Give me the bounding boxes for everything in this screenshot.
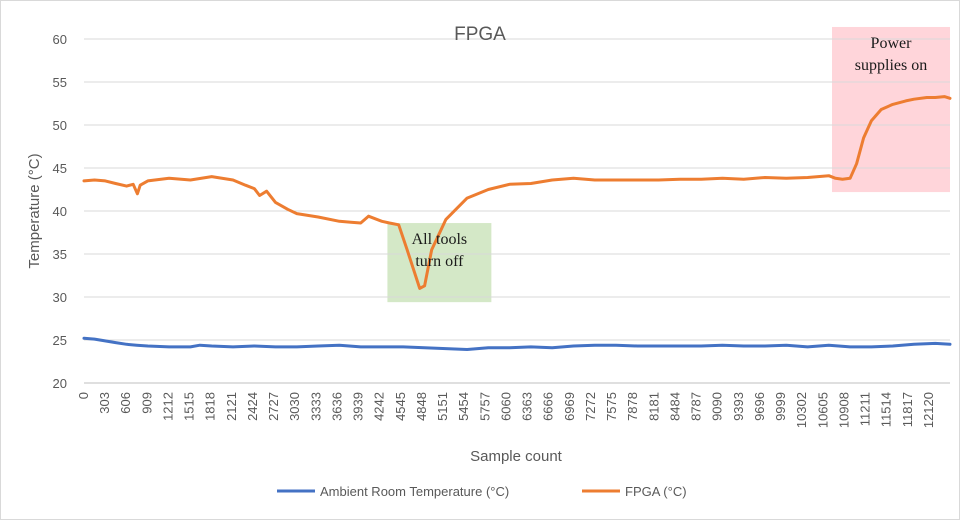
x-tick-label: 3939 xyxy=(351,392,366,421)
x-tick-label: 4848 xyxy=(414,392,429,421)
x-tick-label: 8484 xyxy=(667,392,682,421)
annotation-labels: All tools turn off Power supplies on xyxy=(412,35,928,270)
x-tick-label: 5151 xyxy=(435,392,450,421)
x-tick-label: 303 xyxy=(97,392,112,414)
y-tick-label: 40 xyxy=(53,204,67,219)
x-tick-label: 3636 xyxy=(329,392,344,421)
legend-item-ambient: Ambient Room Temperature (°C) xyxy=(277,484,509,499)
x-tick-label: 9090 xyxy=(710,392,725,421)
x-tick-label: 6666 xyxy=(541,392,556,421)
y-tick-label: 55 xyxy=(53,75,67,90)
annotation-box-1 xyxy=(832,26,950,193)
x-tick-label: 9696 xyxy=(752,392,767,421)
legend-label-ambient: Ambient Room Temperature (°C) xyxy=(320,484,509,499)
x-tick-label: 6969 xyxy=(562,392,577,421)
y-axis-ticks: 20 25 30 35 40 45 50 55 60 xyxy=(53,32,67,391)
x-tick-label: 0 xyxy=(76,392,91,399)
gridlines xyxy=(84,38,950,384)
series-line-1 xyxy=(82,95,952,290)
x-tick-label: 5757 xyxy=(477,392,492,421)
x-tick-label: 10908 xyxy=(836,392,851,428)
x-tick-label: 11514 xyxy=(879,392,894,427)
x-tick-label: 10302 xyxy=(794,392,809,428)
x-tick-label: 2727 xyxy=(266,392,281,421)
chart-title: FPGA xyxy=(454,24,506,45)
x-tick-label: 4242 xyxy=(372,392,387,421)
y-tick-label: 50 xyxy=(53,118,67,133)
series-line-0 xyxy=(82,336,952,351)
annotation-text-0-1: turn off xyxy=(415,253,464,270)
x-tick-label: 10605 xyxy=(815,392,830,428)
x-tick-label: 8181 xyxy=(646,392,661,421)
y-tick-label: 25 xyxy=(53,333,67,348)
x-tick-label: 7272 xyxy=(583,392,598,421)
x-tick-label: 6363 xyxy=(520,392,535,421)
annotation-text-1-0: Power xyxy=(871,35,913,52)
x-tick-label: 8787 xyxy=(689,392,704,421)
annotation-text-1-1: supplies on xyxy=(855,57,927,74)
x-tick-label: 909 xyxy=(139,392,154,414)
legend: Ambient Room Temperature (°C) FPGA (°C) xyxy=(277,484,687,499)
x-tick-label: 12120 xyxy=(921,392,936,428)
y-tick-label: 35 xyxy=(53,247,67,262)
series-lines xyxy=(82,95,952,351)
x-axis-ticks: 0 303 606 909 1212 1515 1818 2121 2424 2727 3030 33… xyxy=(76,392,936,428)
x-tick-label: 2121 xyxy=(224,392,239,421)
x-axis-title: Sample count xyxy=(470,448,563,465)
x-tick-label: 7878 xyxy=(625,392,640,421)
x-tick-label: 2424 xyxy=(245,392,260,421)
x-tick-label: 9999 xyxy=(773,392,788,421)
legend-label-fpga: FPGA (°C) xyxy=(625,484,687,499)
x-tick-label: 1515 xyxy=(182,392,197,421)
annotation-text-0-0: All tools xyxy=(412,231,468,248)
x-tick-label: 11817 xyxy=(900,392,915,427)
x-tick-label: 1212 xyxy=(160,392,175,421)
x-tick-label: 6060 xyxy=(498,392,513,421)
y-tick-label: 45 xyxy=(53,161,67,176)
y-tick-label: 30 xyxy=(53,290,67,305)
x-tick-label: 3333 xyxy=(308,392,323,421)
y-tick-label: 60 xyxy=(53,32,67,47)
x-tick-label: 606 xyxy=(118,392,133,414)
y-axis-title: Temperature (°C) xyxy=(26,153,43,268)
x-tick-label: 4545 xyxy=(393,392,408,421)
x-tick-label: 9393 xyxy=(731,392,746,421)
x-tick-label: 5454 xyxy=(456,392,471,421)
x-tick-label: 11211 xyxy=(858,392,873,426)
x-tick-label: 3030 xyxy=(287,392,302,421)
y-tick-label: 20 xyxy=(53,376,67,391)
x-tick-label: 1818 xyxy=(203,392,218,421)
x-tick-label: 7575 xyxy=(604,392,619,421)
legend-item-fpga: FPGA (°C) xyxy=(582,484,687,499)
